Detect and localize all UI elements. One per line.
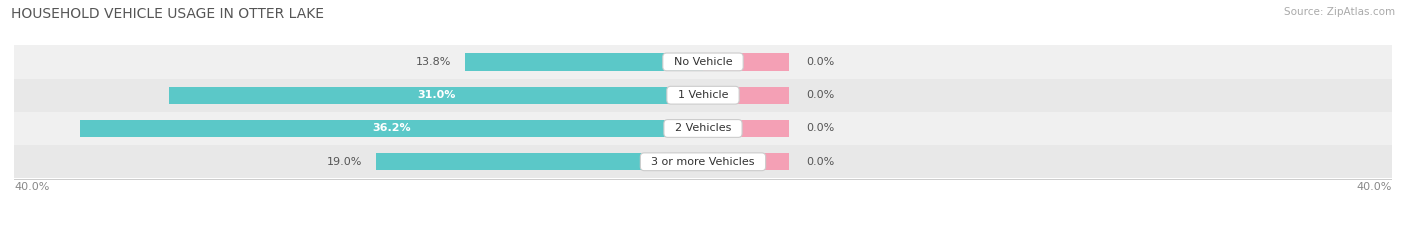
Bar bbox=[80, 120, 703, 137]
Text: 0.0%: 0.0% bbox=[807, 123, 835, 134]
Bar bbox=[14, 45, 1392, 79]
Text: 1 Vehicle: 1 Vehicle bbox=[671, 90, 735, 100]
Bar bbox=[14, 112, 1392, 145]
Bar bbox=[703, 86, 789, 104]
Text: No Vehicle: No Vehicle bbox=[666, 57, 740, 67]
Text: 0.0%: 0.0% bbox=[807, 57, 835, 67]
Bar bbox=[703, 120, 789, 137]
Text: 19.0%: 19.0% bbox=[326, 157, 361, 167]
Text: 40.0%: 40.0% bbox=[14, 182, 49, 192]
Text: 0.0%: 0.0% bbox=[807, 157, 835, 167]
Text: 40.0%: 40.0% bbox=[1357, 182, 1392, 192]
Bar bbox=[14, 79, 1392, 112]
Bar bbox=[169, 86, 703, 104]
Bar bbox=[14, 145, 1392, 178]
Text: 36.2%: 36.2% bbox=[373, 123, 411, 134]
Bar bbox=[465, 53, 703, 71]
Bar bbox=[703, 53, 789, 71]
Text: Source: ZipAtlas.com: Source: ZipAtlas.com bbox=[1284, 7, 1395, 17]
Text: HOUSEHOLD VEHICLE USAGE IN OTTER LAKE: HOUSEHOLD VEHICLE USAGE IN OTTER LAKE bbox=[11, 7, 325, 21]
Text: 0.0%: 0.0% bbox=[807, 90, 835, 100]
Bar bbox=[375, 153, 703, 170]
Text: 2 Vehicles: 2 Vehicles bbox=[668, 123, 738, 134]
Text: 13.8%: 13.8% bbox=[416, 57, 451, 67]
Text: 3 or more Vehicles: 3 or more Vehicles bbox=[644, 157, 762, 167]
Bar bbox=[703, 153, 789, 170]
Text: 31.0%: 31.0% bbox=[416, 90, 456, 100]
